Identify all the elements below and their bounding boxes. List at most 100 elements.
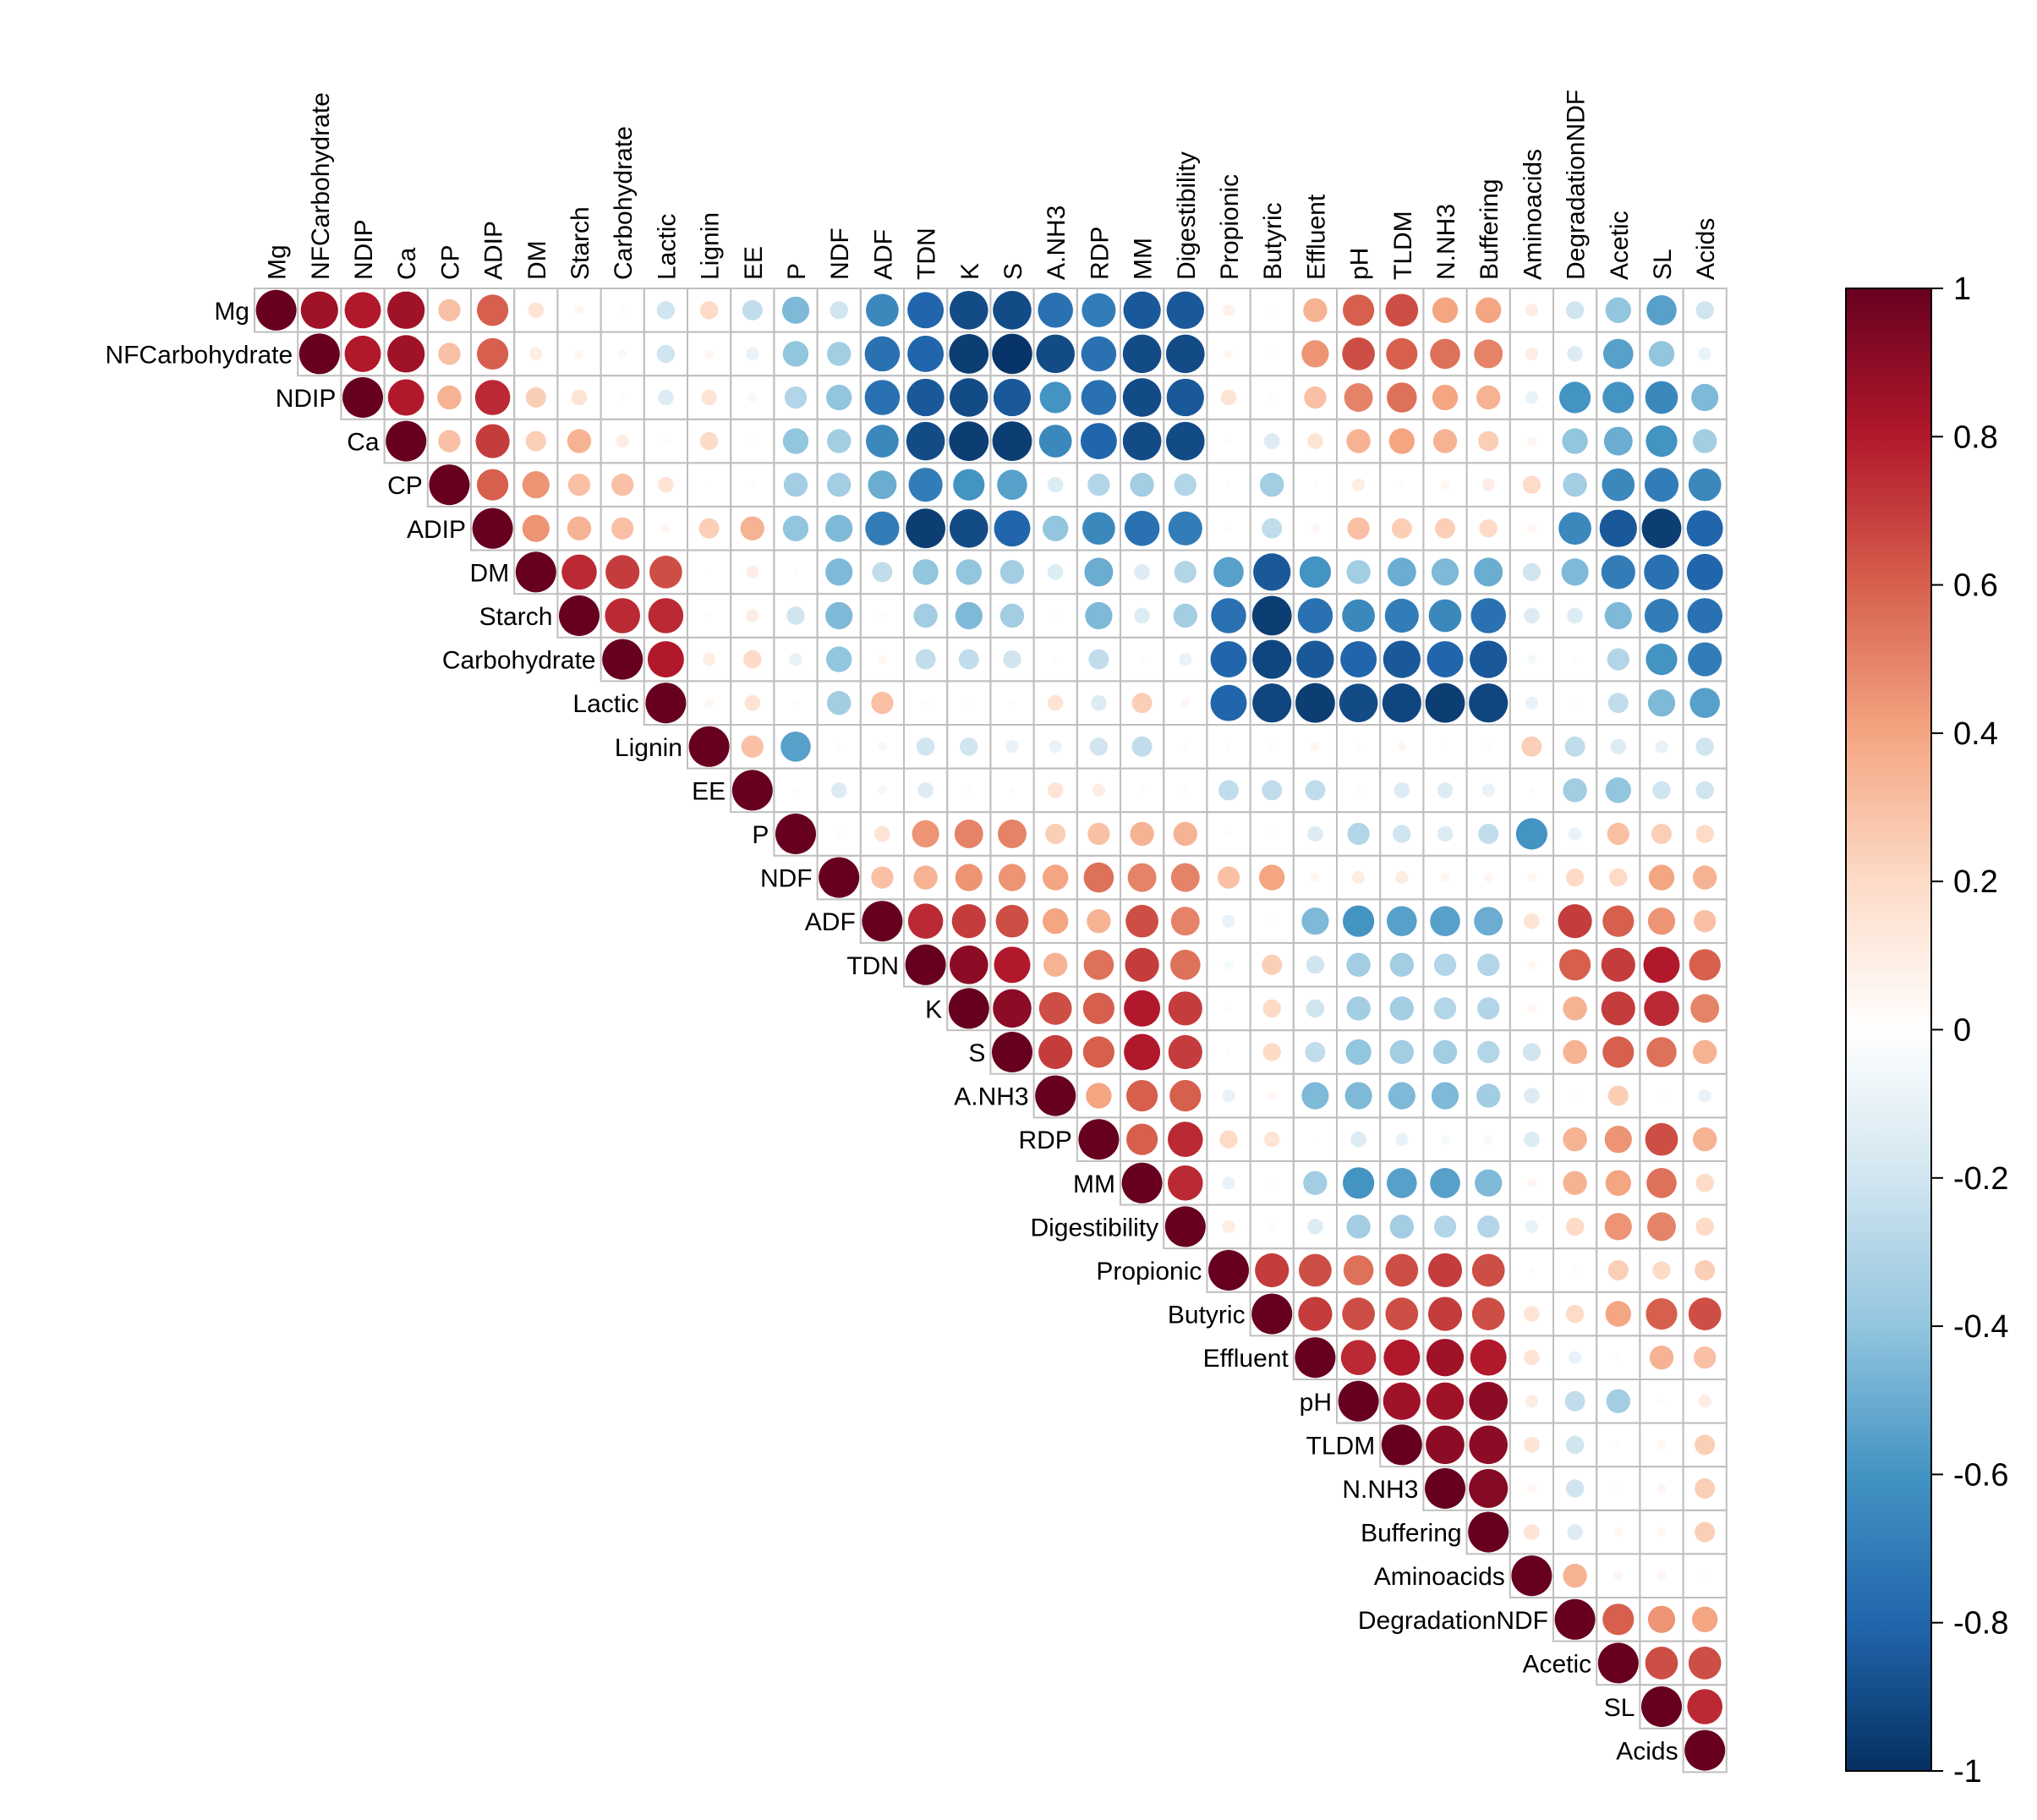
corr-circle-ca-effluent [1307,433,1323,449]
corr-circle-degradationndf-degradationndf [1554,1598,1596,1640]
corr-circle-cp-adf [868,470,897,500]
corr-circle-ndf-sl [1648,864,1675,891]
corr-circle-aminoacids-sl [1656,1571,1667,1581]
corr-circle-carbohydrate-rdp [1088,649,1109,670]
corr-circle-k-a-nh3 [1038,992,1072,1025]
corr-circle-mg-aminoacids [1525,304,1538,317]
corr-circle-nfcarbohydrate-acids [1698,347,1711,360]
corr-circle-mg-p [781,296,810,324]
corr-circle-lignin-mm [1131,736,1153,757]
corr-circle-propionic-ph [1343,1255,1374,1286]
corr-circle-nfcarbohydrate-adip [477,337,509,370]
corr-circle-ndip-aminoacids [1525,391,1538,404]
corr-circle-p-acetic [1607,822,1629,846]
corr-circle-mg-lactic [656,301,676,320]
corr-circle-buffering-acids [1695,1521,1716,1543]
corr-circle-n-nh3-sl [1656,1483,1667,1494]
corr-circle-buffering-buffering [1468,1511,1509,1553]
corr-circle-ndip-p [784,386,808,409]
corr-circle-lignin-s [1005,740,1019,754]
corr-circle-p-ndf [835,831,842,837]
corr-circle-carbohydrate-ph [1340,641,1377,678]
corr-circle-ca-k [949,421,989,461]
corr-circle-effluent-n-nh3 [1426,1339,1465,1377]
row-label-a-nh3: A.NH3 [954,1083,1028,1111]
corr-circle-cp-lactic [658,476,674,493]
corr-circle-cp-dm [522,471,550,499]
corr-circle-ee-s [1009,787,1016,793]
corr-circle-carbohydrate-k [958,649,979,670]
corr-circle-cp-ee [749,481,756,488]
corr-circle-adf-tdn [907,903,944,939]
corr-circle-rdp-rdp [1078,1119,1120,1160]
corr-circle-k-ph [1346,996,1371,1021]
corr-circle-ndip-butyric [1268,394,1275,401]
corr-circle-ndf-buffering [1483,873,1493,882]
corr-circle-digestibility-digestibility [1164,1206,1206,1247]
corr-circle-tdn-tdn [905,944,946,985]
corr-circle-p-adf [874,825,890,842]
corr-circle-ndip-adf [864,380,901,415]
corr-circle-nfcarbohydrate-mm [1122,334,1162,374]
corr-circle-adip-acetic [1599,509,1637,547]
corr-circle-a-nh3-buffering [1476,1083,1501,1108]
corr-circle-ph-n-nh3 [1426,1382,1465,1420]
corr-circle-dm-ee [746,565,759,578]
corr-circle-ca-adip [475,424,510,458]
corr-circle-mg-ndip [344,292,381,329]
corr-circle-s-n-nh3 [1432,1039,1458,1065]
corr-circle-effluent-buffering [1470,1339,1507,1376]
col-label-mg: Mg [264,244,292,280]
corr-circle-ndf-butyric [1259,864,1285,891]
colorbar-tick-label: 0 [1953,1013,1971,1049]
corr-circle-ca-adf [866,425,899,458]
corr-circle-starch-lactic [648,598,684,633]
corr-circle-carbohydrate-aminoacids [1527,655,1536,664]
corr-circle-mg-rdp [1081,293,1116,327]
corr-circle-ee-n-nh3 [1437,782,1454,798]
corr-circle-ca-digestibility [1166,421,1205,461]
corr-circle-butyric-effluent [1298,1296,1333,1331]
corr-circle-carbohydrate-buffering [1470,640,1508,678]
corr-circle-tdn-tldm [1389,952,1415,978]
corr-circle-lignin-acetic [1610,738,1627,755]
corr-circle-mg-s [993,291,1032,330]
corr-circle-ca-acids [1693,429,1717,453]
corr-circle-lactic-mm [1131,693,1153,714]
corr-circle-ca-n-nh3 [1432,429,1458,453]
corr-circle-ndip-cp [437,385,462,410]
corr-circle-mg-acids [1695,301,1714,320]
corr-circle-k-mm [1124,989,1161,1027]
corr-circle-adip-starch [567,516,592,540]
corr-circle-tdn-propionic [1224,960,1234,970]
corr-circle-digestibility-aminoacids [1525,1220,1538,1233]
corr-circle-ndf-propionic [1217,866,1240,889]
corr-circle-ndf-a-nh3 [1043,864,1069,891]
corr-circle-acetic-acetic [1597,1642,1639,1684]
corr-circle-lactic-aminoacids [1525,696,1538,710]
corr-circle-lignin-adf [878,742,887,752]
corr-circle-ndf-k [955,863,983,891]
corr-circle-p-tdn [912,820,939,848]
corr-circle-p-buffering [1478,824,1499,844]
corr-circle-p-effluent [1307,825,1323,842]
corr-circle-ee-sl [1652,781,1671,800]
corr-circle-ee-k [966,787,972,793]
corr-circle-nfcarbohydrate-ndip [344,335,381,372]
corr-circle-butyric-degradationndf [1565,1304,1585,1324]
corr-circle-ca-lactic [663,438,669,444]
corr-circle-lignin-lignin [688,726,730,767]
corr-circle-mg-tdn [907,292,945,329]
corr-circle-ca-propionic [1225,438,1232,444]
corr-circle-s-butyric [1262,1043,1281,1061]
col-label-ca: Ca [393,247,421,280]
corr-circle-starch-carbohydrate [605,598,640,633]
col-label-aminoacids: Aminoacids [1519,149,1547,280]
corr-circle-adip-degradationndf [1558,512,1591,545]
corr-circle-propionic-acetic [1607,1260,1629,1280]
row-label-tdn: TDN [846,952,899,980]
corr-circle-mg-k [950,291,988,330]
corr-circle-rdp-acetic [1604,1126,1632,1154]
corr-circle-dm-p [792,569,799,575]
corr-circle-adip-tldm [1391,518,1412,539]
